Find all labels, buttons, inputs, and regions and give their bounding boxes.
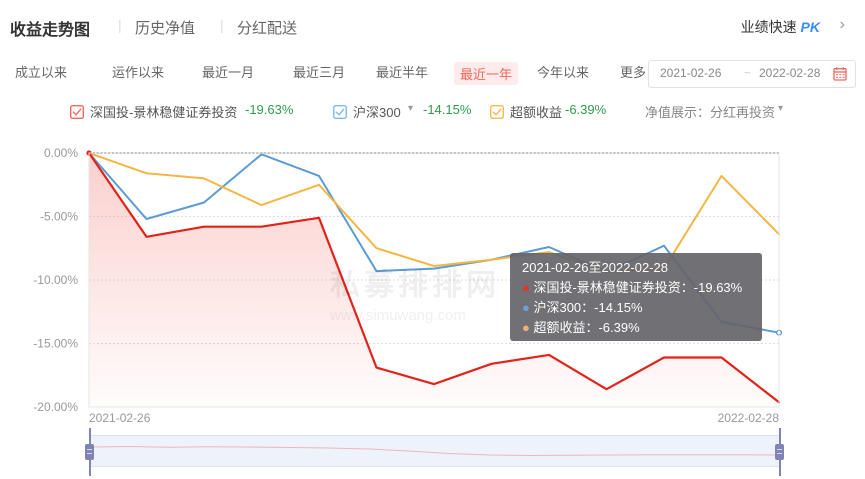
svg-text:2022-02-28: 2022-02-28 <box>718 411 780 425</box>
svg-text:-20.00%: -20.00% <box>33 400 78 414</box>
svg-text:www.simuwang.com: www.simuwang.com <box>329 307 466 324</box>
svg-text:2021-02-26: 2021-02-26 <box>89 411 151 425</box>
svg-text:-15.00%: -15.00% <box>33 337 78 351</box>
svg-text:-10.00%: -10.00% <box>33 273 78 287</box>
svg-text:0.00%: 0.00% <box>44 146 78 160</box>
svg-text:-5.00%: -5.00% <box>40 210 78 224</box>
svg-text:私募排排网: 私募排排网 <box>330 269 500 302</box>
